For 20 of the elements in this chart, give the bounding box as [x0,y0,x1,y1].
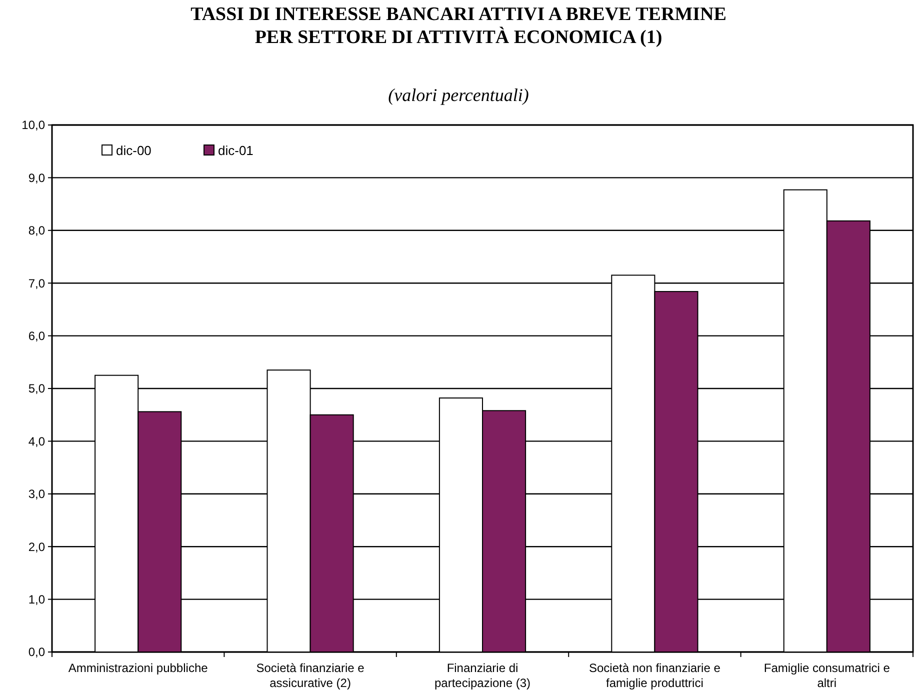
x-tick-label: Società finanziarie e assicurative (2) [256,661,365,690]
chart-subtitle: (valori percentuali) [388,85,529,105]
y-tick-label: 3,0 [28,487,46,502]
y-tick-label: 10,0 [22,118,46,132]
y-tick-label: 8,0 [28,224,46,238]
x-tick-label: Amministrazioni pubbliche [68,661,208,675]
x-tick-label: Famiglie consumatrici e altri [764,661,890,690]
y-tick-label: 0,0 [28,645,46,660]
y-tick-label: 6,0 [28,329,46,343]
y-tick-label: 9,0 [28,170,46,185]
chart-title: TASSI DI INTERESSE BANCARI ATTIVI A BREVE TERMINE PER SETTORE DI ATTIVITÀ ECONOMICA (1) [190,4,726,48]
y-tick-label: 5,0 [28,382,46,396]
legend-label: dic-01 [218,143,254,158]
y-tick-label: 1,0 [28,592,46,606]
y-tick-label: 2,0 [28,540,46,554]
y-tick-label: 4,0 [28,434,46,448]
x-tick-label: Società non finanziarie e famiglie produttrici [588,661,721,690]
x-tick-label: Finanziarie di partecipazione (3) [434,661,531,690]
legend-label: dic-00 [116,143,152,158]
y-tick-label: 7,0 [28,276,46,290]
